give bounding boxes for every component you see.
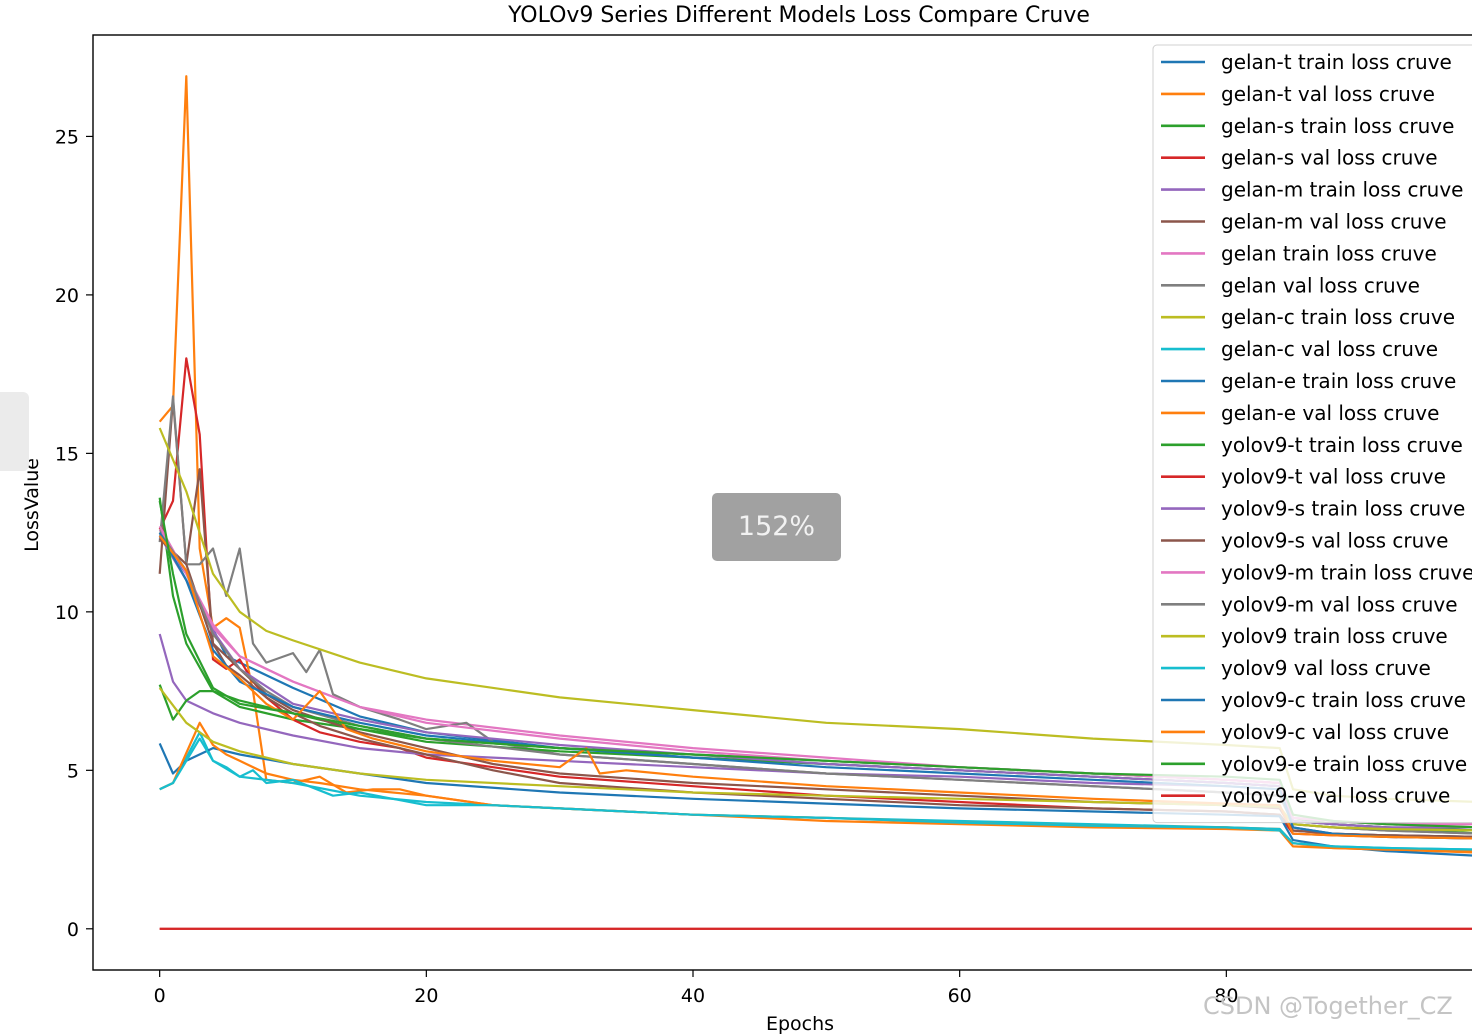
legend-label-2: gelan-s train loss cruve: [1221, 114, 1454, 138]
legend-label-18: yolov9 train loss cruve: [1221, 624, 1448, 648]
legend-label-19: yolov9 val loss cruve: [1221, 656, 1431, 680]
x-axis-label: Epochs: [766, 1013, 834, 1034]
legend-box: [1152, 44, 1472, 824]
legend-label-23: yolov9-e val loss cruve: [1221, 784, 1450, 808]
legend-label-21: yolov9-c val loss cruve: [1221, 720, 1449, 744]
y-tick-label-15: 15: [55, 443, 79, 465]
legend-label-16: yolov9-m train loss cruve: [1221, 560, 1472, 584]
plot-frame: [92, 34, 1472, 971]
legend-label-14: yolov9-s train loss cruve: [1221, 497, 1465, 521]
x-tick-label-0: 0: [154, 985, 166, 1007]
legend-label-1: gelan-t val loss cruve: [1221, 82, 1435, 106]
series-lines: [158, 75, 1472, 930]
x-tick-label-20: 20: [414, 985, 438, 1007]
legend-label-4: gelan-m train loss cruve: [1221, 178, 1463, 202]
axes: 0204060801000510152025: [55, 126, 1239, 1007]
legend-label-17: yolov9-m val loss cruve: [1221, 592, 1458, 616]
legend-label-10: gelan-e train loss cruve: [1221, 369, 1456, 393]
legend-label-12: yolov9-t train loss cruve: [1221, 433, 1463, 457]
legend-label-8: gelan-c train loss cruve: [1221, 305, 1455, 329]
legend-label-11: gelan-e val loss cruve: [1221, 401, 1439, 425]
side-panel-tab[interactable]: [0, 392, 29, 471]
watermark: CSDN @Together_CZ: [1203, 992, 1453, 1020]
legend-label-3: gelan-s val loss cruve: [1221, 146, 1438, 170]
y-tick-label-5: 5: [67, 760, 79, 782]
x-tick-label-80: 80: [1214, 985, 1238, 1007]
legend: gelan-t train loss cruve gelan-t val loss…: [1152, 44, 1472, 824]
x-tick-label-60: 60: [948, 985, 972, 1007]
legend-label-0: gelan-t train loss cruve: [1221, 50, 1452, 74]
legend-label-13: yolov9-t val loss cruve: [1221, 465, 1446, 489]
chart-title: YOLOv9 Series Different Models Loss Comp…: [507, 3, 1090, 28]
legend-label-5: gelan-m val loss cruve: [1221, 210, 1447, 234]
y-tick-label-10: 10: [55, 602, 79, 624]
legend-label-9: gelan-c val loss cruve: [1221, 337, 1438, 361]
y-tick-label-25: 25: [55, 126, 79, 148]
legend-label-6: gelan train loss cruve: [1221, 241, 1437, 265]
x-tick-label-40: 40: [681, 985, 705, 1007]
series-line-20: [158, 532, 1472, 840]
y-tick-label-0: 0: [67, 919, 79, 941]
series-line-10: [158, 742, 1472, 857]
y-axis-label: LossValue: [21, 458, 43, 552]
series-line-19: [159, 737, 1472, 851]
legend-label-22: yolov9-e train loss cruve: [1221, 752, 1467, 776]
legend-label-20: yolov9-c train loss cruve: [1221, 688, 1466, 712]
legend-label-15: yolov9-s val loss cruve: [1221, 529, 1448, 553]
legend-label-7: gelan val loss cruve: [1221, 273, 1420, 297]
zoom-level-badge: 152%: [712, 493, 841, 561]
y-tick-label-20: 20: [55, 285, 79, 307]
